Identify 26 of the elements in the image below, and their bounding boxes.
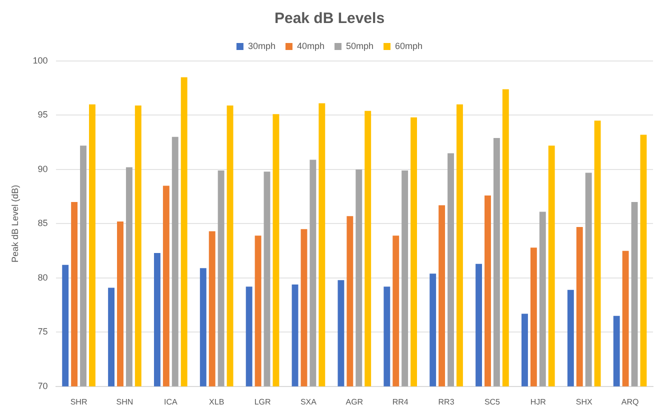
legend-label: 60mph xyxy=(395,40,423,51)
y-axis-title: Peak dB Level (dB) xyxy=(10,184,20,262)
y-tick-label: 80 xyxy=(38,272,48,282)
y-tick-label: 95 xyxy=(38,110,48,120)
y-tick-label: 100 xyxy=(32,55,48,66)
x-tick-label: SHN xyxy=(116,397,134,406)
y-tick-label: 90 xyxy=(38,164,48,174)
x-tick-label: HJR xyxy=(530,397,546,406)
x-tick-label: SXA xyxy=(300,397,318,406)
x-tick-label: RR3 xyxy=(438,397,455,406)
x-tick-label: RR4 xyxy=(392,397,409,406)
legend-label: 30mph xyxy=(248,40,276,51)
x-tick-label: XLB xyxy=(209,397,224,406)
x-tick-label: LGR xyxy=(254,397,271,406)
legend-label: 40mph xyxy=(296,40,325,51)
y-tick-label: 70 xyxy=(38,380,48,391)
x-tick-label: SC5 xyxy=(484,397,501,406)
x-tick-label: ARQ xyxy=(621,397,639,406)
x-tick-label: AGR xyxy=(346,397,364,406)
y-tick-label: 85 xyxy=(38,218,48,228)
x-tick-label: SHX xyxy=(576,397,593,406)
x-tick-label: SHR xyxy=(70,397,88,406)
legend-label: 50mph xyxy=(346,40,374,51)
y-tick-label: 75 xyxy=(38,326,48,337)
x-tick-label: ICA xyxy=(164,397,178,406)
chart-title: Peak dB Levels xyxy=(274,10,385,28)
